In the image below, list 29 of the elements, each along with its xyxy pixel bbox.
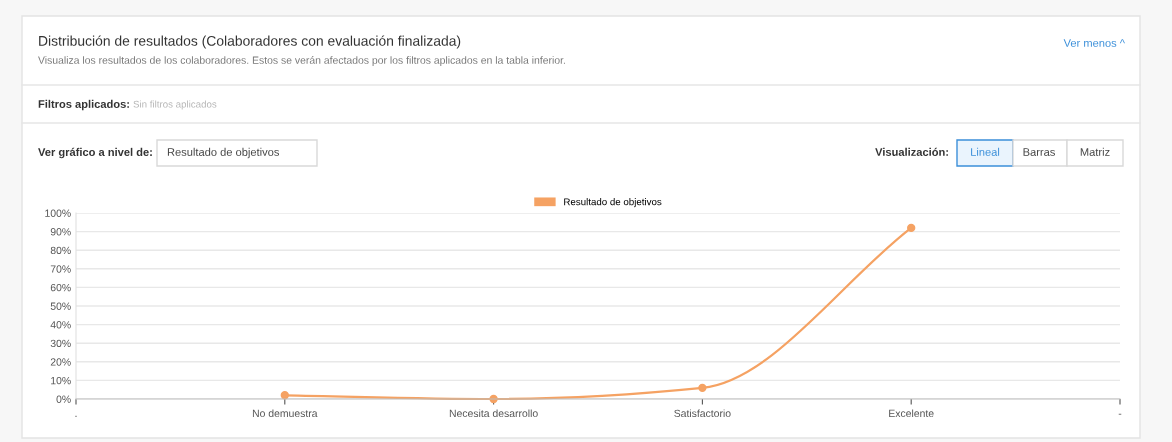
y-tick-label: 60% bbox=[50, 283, 71, 292]
text: Ver gráfico a nivel de: bbox=[38, 147, 152, 159]
text: Filtros aplicados: bbox=[38, 99, 129, 111]
y-tick-label: 90% bbox=[50, 228, 71, 236]
text: Matriz bbox=[1080, 147, 1110, 156]
y-tick-label: 20% bbox=[50, 358, 71, 366]
y-tick-label: 70% bbox=[50, 265, 71, 273]
text: Lineal bbox=[971, 147, 1000, 156]
y-tick-label: 30% bbox=[50, 339, 71, 348]
x-tick-label: Necesita desarrollo bbox=[449, 409, 538, 418]
text: Ver menos ^ bbox=[1063, 39, 1125, 47]
text: Barras bbox=[1023, 148, 1055, 156]
x-tick-label: . bbox=[75, 415, 77, 417]
chart-title: Distribución de resultados (Colaboradores con evaluación finalizada) bbox=[39, 35, 461, 49]
y-tick-label: 10% bbox=[51, 376, 71, 385]
y-tick-label: 0% bbox=[56, 395, 71, 403]
y-tick-label: 100% bbox=[45, 209, 71, 217]
text: Sin filtros aplicados bbox=[133, 100, 217, 110]
text: Visualización: bbox=[875, 147, 948, 156]
y-tick-label: 40% bbox=[50, 321, 71, 329]
y-tick-label: 80% bbox=[50, 246, 71, 255]
legend-label: Resultado de objetivos bbox=[564, 198, 662, 208]
x-tick-label: Excelente bbox=[889, 409, 934, 418]
x-tick-label: Satisfactorio bbox=[674, 409, 731, 418]
y-tick-label: 50% bbox=[50, 302, 71, 310]
text: Resultado de objetivos bbox=[167, 147, 280, 159]
chart-subtitle: Visualiza los resultados de los colaboradores. Estos se verán afectados por los filtros aplicados en la tabla inferior. bbox=[38, 56, 565, 66]
x-tick-label: - bbox=[1118, 413, 1122, 415]
x-tick-label: No demuestra bbox=[252, 409, 318, 418]
